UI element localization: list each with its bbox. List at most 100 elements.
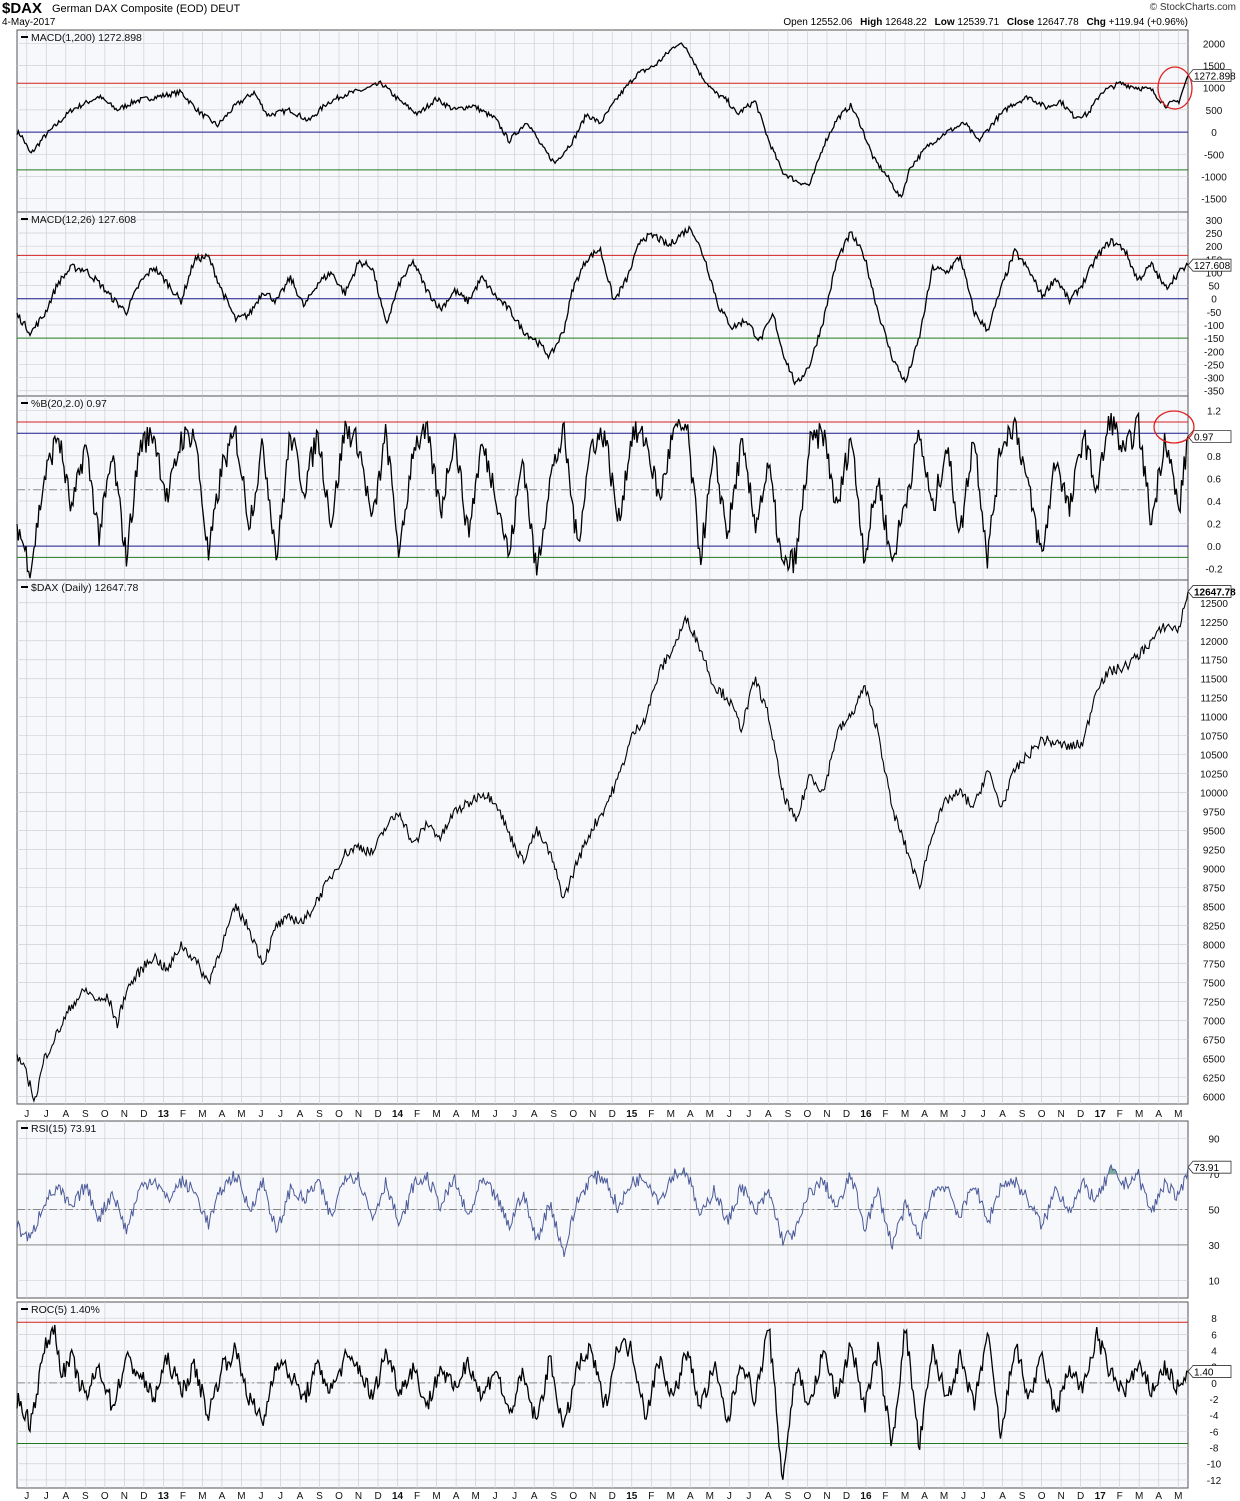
- y-tick-label: 6500: [1203, 1054, 1226, 1065]
- y-tick-label: 0.0: [1207, 542, 1221, 553]
- x-tick-label: M: [198, 1491, 206, 1501]
- x-tick-label: O: [335, 1491, 343, 1501]
- low-value: 12539.71: [957, 17, 1000, 28]
- y-tick-label: 90: [1208, 1135, 1220, 1146]
- x-tick-label: F: [648, 1109, 654, 1120]
- series-line: [16, 411, 1189, 579]
- x-tick-label: S: [82, 1491, 89, 1501]
- series-line: [16, 1324, 1189, 1480]
- x-tick-label: 15: [626, 1491, 638, 1501]
- x-tick-label: S: [82, 1109, 89, 1120]
- x-tick-label: F: [882, 1491, 888, 1501]
- y-tick-label: 9750: [1203, 808, 1226, 819]
- highlight-circle: [1153, 410, 1195, 444]
- y-tick-label: -350: [1204, 387, 1224, 398]
- high-value: 12648.22: [885, 17, 927, 28]
- x-tick-label: F: [180, 1491, 186, 1501]
- highlight-circle: [1157, 66, 1193, 110]
- panel-title: MACD(12,26) 127.608: [31, 214, 136, 226]
- panel-frame: [16, 579, 1189, 1105]
- chg-value: +119.94 (+0.96%): [1108, 17, 1188, 28]
- y-tick-label: 500: [1206, 106, 1223, 117]
- x-tick-label: F: [648, 1491, 654, 1501]
- panel-title: RSI(15) 73.91: [31, 1123, 97, 1135]
- x-tick-label: M: [1174, 1491, 1182, 1501]
- y-tick-label: 100: [1206, 268, 1223, 279]
- x-axis: J J A S O N D 13 F M A M J J A S O N D 14 F M A M J J A S O N D 15 F M A M J…: [24, 1491, 1182, 1501]
- x-tick-label: M: [237, 1109, 245, 1120]
- y-tick-label: -2: [1210, 1395, 1219, 1406]
- last-value-label: 0.97: [1194, 433, 1214, 444]
- y-tick-label: 6: [1211, 1330, 1217, 1341]
- y-tick-label: 11000: [1200, 713, 1228, 724]
- panel-frame: [16, 395, 1189, 581]
- x-tick-label: O: [101, 1491, 109, 1501]
- y-tick-label: 10750: [1200, 732, 1228, 743]
- y-tick-label: 8750: [1203, 884, 1226, 895]
- x-tick-label: N: [1058, 1109, 1065, 1120]
- x-tick-label: A: [1155, 1491, 1162, 1501]
- x-tick-label: N: [589, 1491, 596, 1501]
- panel-5: 10 30 50 70 90 RSI(15) 73.91 73.91: [16, 1120, 1232, 1299]
- y-tick-label: 8: [1211, 1314, 1217, 1325]
- close-value: 12647.78: [1036, 17, 1079, 28]
- x-tick-label: J: [961, 1491, 966, 1501]
- series-line: [16, 42, 1189, 199]
- x-tick-label: 15: [626, 1109, 638, 1120]
- x-tick-label: A: [531, 1109, 538, 1120]
- panel-title: MACD(1,200) 1272.898: [31, 32, 142, 44]
- x-tick-label: O: [335, 1109, 343, 1120]
- y-tick-label: 6000: [1203, 1092, 1226, 1103]
- x-tick-label: 13: [158, 1109, 170, 1120]
- last-value-tag: [1187, 69, 1232, 82]
- y-tick-label: 6750: [1203, 1035, 1226, 1046]
- x-tick-label: A: [999, 1109, 1006, 1120]
- y-tick-label: 12500: [1200, 599, 1228, 610]
- x-tick-label: M: [667, 1109, 675, 1120]
- y-tick-label: 9250: [1203, 846, 1226, 857]
- x-tick-label: D: [140, 1491, 147, 1501]
- credit-text: © StockCharts.com: [1149, 2, 1236, 13]
- y-tick-label: 9000: [1203, 865, 1226, 876]
- y-tick-label: -200: [1204, 347, 1224, 358]
- x-tick-label: O: [569, 1491, 577, 1501]
- y-tick-label: -50: [1207, 308, 1222, 319]
- y-tick-label: 9500: [1203, 827, 1226, 838]
- last-value-label: 127.608: [1194, 261, 1231, 272]
- y-tick-label: 50: [1208, 1206, 1220, 1217]
- x-tick-label: A: [999, 1491, 1006, 1501]
- y-tick-label: 6250: [1203, 1073, 1226, 1084]
- x-tick-label: M: [706, 1491, 714, 1501]
- y-tick-label: 1.2: [1207, 407, 1221, 418]
- panel-6: -12-10-8-6-4-202468ROC(5) 1.40%1.40: [16, 1301, 1232, 1489]
- security-name: German DAX Composite (EOD) DEUT: [52, 3, 241, 15]
- y-tick-label: 11250: [1200, 694, 1228, 705]
- x-tick-label: A: [687, 1491, 694, 1501]
- x-tick-label: J: [727, 1491, 732, 1501]
- x-tick-label: O: [101, 1109, 109, 1120]
- y-tick-label: 0.2: [1207, 520, 1221, 531]
- x-tick-label: S: [316, 1491, 323, 1501]
- x-tick-label: M: [1135, 1491, 1143, 1501]
- x-tick-label: M: [471, 1491, 479, 1501]
- last-value-tag: [1187, 585, 1232, 598]
- low-label: Low: [934, 17, 955, 28]
- x-tick-label: F: [882, 1109, 888, 1120]
- x-tick-label: N: [589, 1109, 596, 1120]
- series-line: [16, 1163, 1189, 1257]
- y-tick-label: 0.8: [1207, 452, 1221, 463]
- x-tick-label: A: [297, 1491, 304, 1501]
- x-tick-label: A: [62, 1109, 69, 1120]
- last-value-label: 1272.898: [1194, 72, 1236, 83]
- chart-header: $DAX German DAX Composite (EOD) DEUT 4-M…: [0, 0, 1240, 30]
- close-label: Close: [1006, 17, 1035, 28]
- y-tick-label: 10250: [1200, 770, 1228, 781]
- x-tick-label: N: [121, 1109, 128, 1120]
- y-tick-label: 8250: [1203, 922, 1226, 933]
- y-tick-label: 8500: [1203, 903, 1226, 914]
- x-tick-label: S: [785, 1109, 792, 1120]
- x-tick-label: M: [1135, 1109, 1143, 1120]
- x-tick-label: 17: [1095, 1109, 1107, 1120]
- x-tick-label: F: [414, 1491, 420, 1501]
- x-tick-label: S: [1019, 1109, 1026, 1120]
